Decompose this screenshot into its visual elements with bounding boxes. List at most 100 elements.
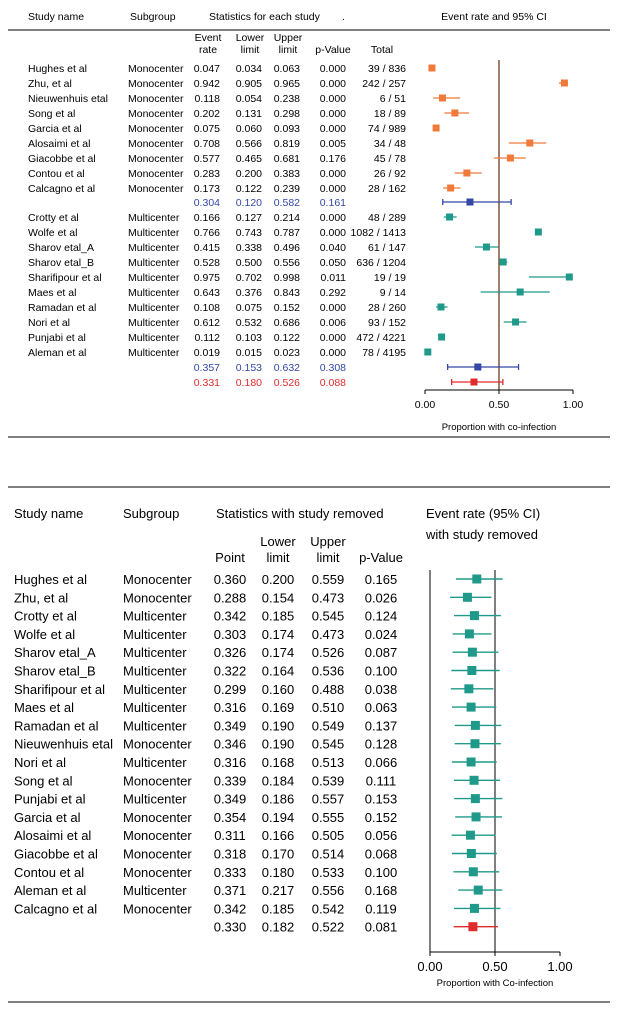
panel2-x-tick-label: 0.50 xyxy=(482,959,507,974)
panel2-p-value: 0.081 xyxy=(365,920,398,935)
panel1-header-study: Study name xyxy=(28,11,84,23)
panel2-upper-limit: 0.522 xyxy=(312,920,345,935)
panel1-event-rate: 0.108 xyxy=(194,302,220,314)
panel2-point: 0.330 xyxy=(214,920,247,935)
panel1-point-marker xyxy=(506,154,514,162)
panel2-p-value: 0.100 xyxy=(365,664,398,679)
panel1-total: 93 / 152 xyxy=(368,317,406,329)
panel2-header-plot-2: with study removed xyxy=(425,527,538,542)
panel2-point: 0.360 xyxy=(214,572,247,587)
panel1-point-marker xyxy=(463,169,471,177)
panel2-p-value: 0.038 xyxy=(365,682,398,697)
panel2-study-name: Calcagno et al xyxy=(14,901,97,916)
panel1-subgroup: Monocenter xyxy=(128,153,184,165)
panel1-event-rate: 0.528 xyxy=(194,257,220,269)
panel2-study-name: Nieuwenhuis etal xyxy=(14,737,113,752)
panel1-upper-limit: 0.582 xyxy=(274,197,300,209)
panel1-study-name: Crotty et al xyxy=(28,212,79,224)
panel2-study-name: Sharov etal_B xyxy=(14,664,96,679)
panel2-lower-limit: 0.180 xyxy=(262,865,295,880)
panel1-total: 636 / 1204 xyxy=(356,257,406,269)
panel2-point: 0.311 xyxy=(214,828,246,843)
panel1-point-marker xyxy=(499,258,507,266)
panel1-lower-limit: 0.905 xyxy=(236,78,262,90)
panel1-study-name: Giacobbe et al xyxy=(28,153,96,165)
panel2-point-marker xyxy=(468,867,478,877)
panel1-upper-limit: 0.093 xyxy=(274,123,300,135)
panel2-upper-limit: 0.505 xyxy=(312,828,345,843)
panel2-col-lower-1: Lower xyxy=(260,534,296,549)
panel2-point: 0.316 xyxy=(214,700,247,715)
panel1-subgroup: Multicenter xyxy=(128,242,180,254)
panel1-point-marker xyxy=(432,124,440,132)
panel2-point-marker xyxy=(467,666,477,675)
panel2-upper-limit: 0.526 xyxy=(312,645,345,660)
panel2-x-tick-label: 1.00 xyxy=(547,959,572,974)
panel1-p-value: 0.000 xyxy=(320,183,346,195)
panel1-lower-limit: 0.075 xyxy=(236,302,262,314)
panel2-upper-limit: 0.533 xyxy=(312,865,345,880)
panel1-p-value: 0.000 xyxy=(320,93,346,105)
panel1-total: 19 / 19 xyxy=(374,272,406,284)
panel1-p-value: 0.005 xyxy=(320,138,346,150)
panel2-p-value: 0.026 xyxy=(365,590,398,605)
panel2-point-marker xyxy=(467,647,477,657)
panel1-lower-limit: 0.131 xyxy=(236,108,262,120)
panel2-subgroup: Multicenter xyxy=(123,645,187,660)
panel1-lower-limit: 0.034 xyxy=(236,63,262,75)
panel1-event-rate: 0.577 xyxy=(194,153,220,165)
panel1-total: 18 / 89 xyxy=(374,108,406,120)
panel1-subgroup: Multicenter xyxy=(128,212,180,224)
panel1-plot: 0.00 0.50 1.00 Proportion with co-infection xyxy=(415,60,583,433)
panel1-lower-limit: 0.120 xyxy=(236,197,262,209)
panel2-col-upper-1: Upper xyxy=(310,534,346,549)
panel1-lower-limit: 0.060 xyxy=(236,123,262,135)
panel2-p-value: 0.168 xyxy=(365,883,398,898)
panel2-p-value: 0.024 xyxy=(365,627,398,642)
panel1-p-value: 0.000 xyxy=(320,168,346,180)
panel1-p-value: 0.000 xyxy=(320,347,346,359)
panel1-event-rate: 0.166 xyxy=(194,212,220,224)
panel1-point-marker xyxy=(438,94,446,102)
panel1-p-value: 0.050 xyxy=(320,257,346,269)
panel2-point-marker xyxy=(473,885,483,895)
panel2-p-value: 0.063 xyxy=(365,700,398,715)
panel1-upper-limit: 0.214 xyxy=(274,212,300,224)
panel1-p-value: 0.000 xyxy=(320,78,346,90)
panel1-upper-limit: 0.556 xyxy=(274,257,300,269)
panel2-point-marker xyxy=(472,574,482,584)
panel1-study-name: Sharov etal_B xyxy=(28,257,94,269)
panel1-col-pvalue: p-Value xyxy=(315,44,351,56)
panel2-upper-limit: 0.514 xyxy=(312,847,345,862)
panel2-subgroup: Multicenter xyxy=(123,700,187,715)
panel2-point-marker xyxy=(466,757,476,767)
panel2-subgroup: Multicenter xyxy=(123,682,187,697)
panel1-lower-limit: 0.200 xyxy=(236,168,262,180)
panel2-subgroup: Monocenter xyxy=(123,737,192,752)
panel2-lower-limit: 0.166 xyxy=(262,828,295,843)
panel1-total: 28 / 162 xyxy=(368,183,406,195)
panel1-lower-limit: 0.122 xyxy=(236,183,262,195)
panel2-point-marker xyxy=(469,903,479,913)
panel1-summary-marker xyxy=(466,198,474,206)
panel1-col-rate-1: Event xyxy=(195,32,222,44)
panel2-point: 0.371 xyxy=(214,883,247,898)
panel2-p-value: 0.056 xyxy=(365,828,398,843)
panel2-upper-limit: 0.473 xyxy=(312,590,345,605)
panel1-p-value: 0.308 xyxy=(320,362,346,374)
panel2-study-name: Crotty et al xyxy=(14,609,77,624)
panel2-study-name: Nori et al xyxy=(14,755,66,770)
panel2-subgroup: Monocenter xyxy=(123,901,192,916)
panel1-p-value: 0.040 xyxy=(320,242,346,254)
panel2-upper-limit: 0.513 xyxy=(312,755,345,770)
panel1-upper-limit: 0.843 xyxy=(274,287,300,299)
panel1-subgroup: Monocenter xyxy=(128,138,184,150)
panel2-p-value: 0.066 xyxy=(365,755,398,770)
panel1-point-marker xyxy=(565,273,573,281)
panel2-point-marker xyxy=(469,611,479,621)
panel1-x-axis-label: Proportion with co-infection xyxy=(442,422,557,433)
panel2-point-marker xyxy=(469,775,479,785)
panel1-upper-limit: 0.686 xyxy=(274,317,300,329)
panel1-total: 34 / 48 xyxy=(374,138,406,150)
panel1-event-rate: 0.173 xyxy=(194,183,220,195)
